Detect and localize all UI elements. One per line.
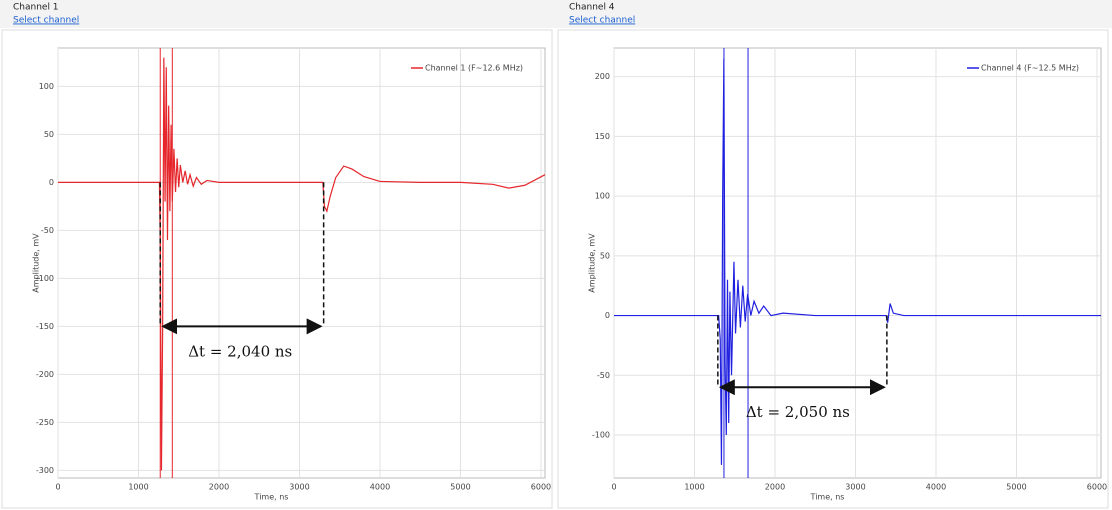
header-bar xyxy=(556,0,1112,28)
y-tick-label: 200 xyxy=(595,72,610,81)
y-tick-label: 100 xyxy=(595,192,610,201)
y-tick-label: -150 xyxy=(36,322,54,331)
y-tick-label: 50 xyxy=(600,251,610,260)
x-tick-label: 1000 xyxy=(684,483,704,492)
y-tick-label: 150 xyxy=(595,132,610,141)
x-tick-label: 6000 xyxy=(531,483,551,492)
y-tick-label: 100 xyxy=(39,82,54,91)
x-tick-label: 5000 xyxy=(1006,483,1026,492)
select-channel-link[interactable]: Select channel xyxy=(569,16,635,26)
select-channel-link[interactable]: Select channel xyxy=(13,16,79,26)
panel-title: Channel 1 xyxy=(13,3,59,13)
y-axis-label: Amplitude, mV xyxy=(588,233,597,293)
legend-label: Channel 4 (F~12.5 MHz) xyxy=(981,64,1079,73)
y-tick-label: 50 xyxy=(44,130,54,139)
y-tick-label: -100 xyxy=(592,431,610,440)
x-tick-label: 4000 xyxy=(926,483,946,492)
y-tick-label: -250 xyxy=(36,418,54,427)
y-tick-label: -200 xyxy=(36,370,54,379)
panel-title: Channel 4 xyxy=(569,3,615,13)
x-tick-label: 5000 xyxy=(450,483,470,492)
x-tick-label: 4000 xyxy=(370,483,390,492)
x-tick-label: 3000 xyxy=(289,483,309,492)
plot-area xyxy=(613,47,1102,479)
x-tick-label: 0 xyxy=(611,483,616,492)
waveform xyxy=(614,58,1101,465)
x-tick-label: 6000 xyxy=(1087,483,1107,492)
delta-annotation: Δt = 2,040 ns xyxy=(188,342,292,360)
waveform xyxy=(58,57,546,471)
x-axis-label: Time, ns xyxy=(810,493,845,502)
delta-annotation: Δt = 2,050 ns xyxy=(746,403,850,421)
y-tick-label: -50 xyxy=(597,371,610,380)
y-tick-label: -50 xyxy=(41,226,54,235)
x-tick-label: 2000 xyxy=(209,483,229,492)
x-tick-label: 2000 xyxy=(765,483,785,492)
x-tick-label: 0 xyxy=(55,483,60,492)
plot-area xyxy=(57,47,546,479)
x-tick-label: 1000 xyxy=(128,483,148,492)
y-tick-label: -300 xyxy=(36,466,54,475)
x-axis-label: Time, ns xyxy=(254,493,289,502)
y-tick-label: -100 xyxy=(36,274,54,283)
x-tick-label: 3000 xyxy=(845,483,865,492)
y-tick-label: 0 xyxy=(605,311,610,320)
header-bar xyxy=(0,0,556,28)
legend-label: Channel 1 (F~12.6 MHz) xyxy=(425,64,523,73)
y-axis-label: Amplitude, mV xyxy=(32,233,41,293)
y-tick-label: 0 xyxy=(49,178,54,187)
